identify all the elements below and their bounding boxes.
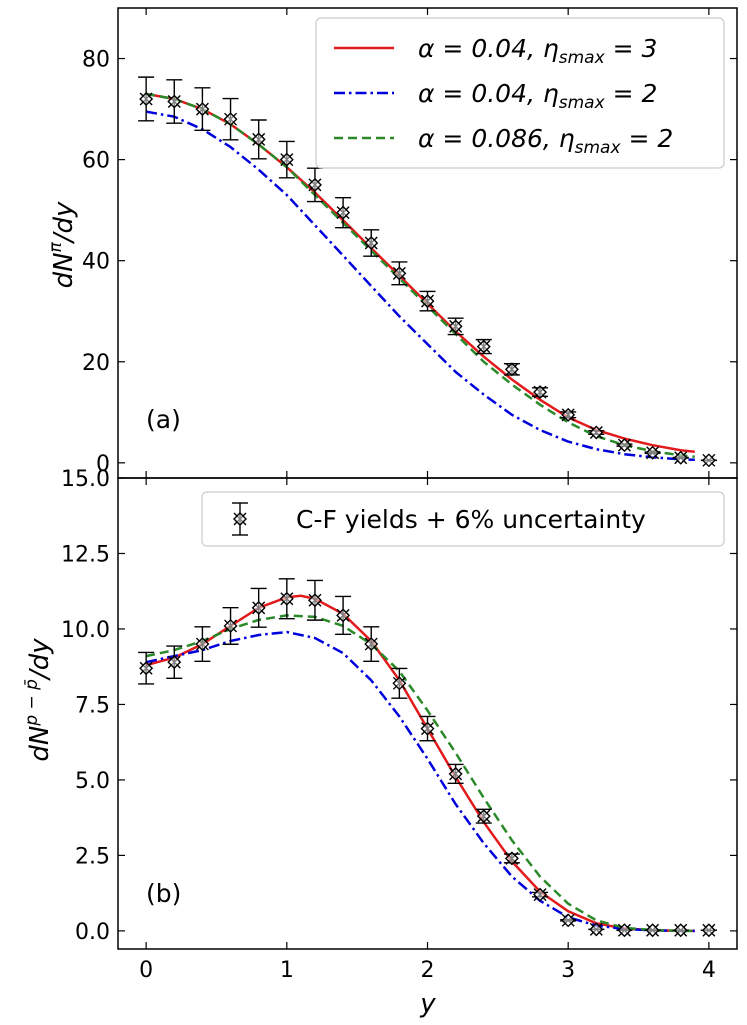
legend-b-point-marker (233, 512, 247, 526)
panel-b-data-point-16 (589, 922, 604, 937)
panel-a-ytick-label-1: 20 (82, 351, 110, 376)
panel-a-data-point-7 (336, 205, 351, 220)
panel-a-data-point-6 (307, 177, 322, 192)
panel-a-ytick-label-2: 40 (82, 250, 110, 275)
x-tick-label-0: 0 (139, 958, 153, 983)
panel-b-data-point-8 (364, 637, 379, 652)
panel-b-label: (b) (146, 879, 181, 908)
x-tick-label-4: 4 (702, 958, 716, 983)
panel-a-data-point-2 (195, 102, 210, 117)
panel-b-ticks: 0.0 2.5 5.0 7.5 10.0 12.5 15.0 0 1 2 3 4 (61, 467, 737, 983)
panel-a-data-point-11 (448, 319, 463, 334)
panel-a-data-point-5 (279, 152, 294, 167)
legend-a-entry-2: α = 0.086, ηsmax = 2 (418, 124, 673, 158)
legend-b-entry: C-F yields + 6% uncertainty (296, 505, 646, 534)
panel-a-data-point-14 (533, 385, 548, 400)
panel-b-data-point-7 (336, 608, 351, 623)
panel-b-ytick-label-3: 7.5 (75, 693, 110, 718)
panel-b-ytick-label-0: 0.0 (75, 920, 110, 945)
panel-a-data-point-8 (364, 236, 379, 250)
panel-a-ytick-label-0: 0 (96, 452, 110, 477)
panel-a-data-point-3 (223, 112, 238, 127)
panel-b-ytick-label-1: 2.5 (75, 844, 110, 869)
legend-a-entry-0: α = 0.04, ηsmax = 3 (418, 34, 657, 68)
panel-b-data-point-14 (533, 887, 548, 902)
panel-b-data-point-6 (307, 593, 322, 608)
panel-a-data-point-16 (589, 425, 604, 440)
panel-b-frame (117, 477, 738, 950)
panel-a-data-point-4 (251, 132, 266, 147)
panel-b-ytick-label-5: 12.5 (61, 542, 110, 567)
panel-a-data-point-13 (504, 362, 519, 377)
panel-b-data-point-0 (139, 661, 154, 676)
panel-a-series-1-line (145, 110, 695, 462)
panel-b-data-point-18 (645, 923, 660, 938)
panel-a-data-point-10 (420, 294, 435, 309)
panel-b-data-point-2 (195, 637, 210, 652)
x-tick-label-3: 3 (561, 958, 575, 983)
panel-a-data-point-0 (139, 91, 154, 106)
panel-a-data-point-19 (673, 450, 688, 465)
panel-b-series-1-line (145, 630, 695, 933)
x-tick-label-1: 1 (280, 958, 294, 983)
panel-b-ytick-label-2: 5.0 (75, 769, 110, 794)
panel-a-ytick-label-4: 80 (82, 48, 110, 73)
panel-b-ytick-label-4: 10.0 (61, 618, 110, 643)
panel-b-ytick-label-6: 15.0 (61, 467, 110, 492)
panel-b-data-point-20 (701, 923, 716, 938)
panel-b-series-2-line (145, 614, 695, 933)
panel-a-series-2-line (145, 92, 695, 459)
x-tick-label-2: 2 (421, 958, 435, 983)
panel-a-data-point-17 (617, 438, 632, 453)
panel-b-data-point-3 (223, 618, 238, 633)
panel-b-data-point-10 (420, 721, 435, 736)
panel-b-data-point-15 (561, 913, 576, 928)
legend-b: C-F yields + 6% uncertainty (201, 491, 725, 547)
panel-a-data-point-9 (392, 266, 407, 281)
panel-b-data-point-1 (167, 655, 182, 670)
panel-b-ylabel: dNp − p̄/dy (22, 638, 55, 762)
panel-a-data-point-1 (167, 94, 182, 109)
panel-a-data-point-12 (476, 339, 491, 354)
panel-b-data-point-13 (504, 851, 519, 866)
panel-a-ticks: 0 20 40 60 80 (82, 8, 737, 478)
panel-a-data-point-20 (701, 453, 716, 468)
panel-b-data-point-11 (448, 766, 463, 781)
panel-b-curves (145, 594, 695, 933)
panel-b-data-point-19 (673, 923, 688, 938)
panel-a-ytick-label-3: 60 (82, 149, 110, 174)
panel-a-data-point-15 (561, 407, 576, 422)
panel-b-data-point-12 (476, 809, 491, 824)
panel-a-data-point-18 (645, 445, 660, 460)
legend-a: α = 0.04, ηsmax = 3 α = 0.04, ηsmax = 2 … (315, 17, 725, 169)
panel-b-data-points (138, 578, 717, 938)
panel-a-ylabel: dNπ/dy (46, 201, 79, 288)
legend-b-box (201, 491, 725, 547)
legend-a-entry-1: α = 0.04, ηsmax = 2 (418, 79, 657, 113)
panel-b-series-0-line (145, 594, 695, 933)
panel-b-data-point-17 (617, 923, 632, 938)
legend-b-marker (232, 502, 248, 536)
panel-a-data-points (138, 76, 717, 468)
x-axis-title: y (419, 989, 436, 1019)
panel-b-data-point-4 (251, 600, 266, 615)
panel-b-data-point-5 (279, 591, 294, 606)
panel-b-data-point-9 (392, 676, 407, 691)
panel-a-label: (a) (146, 405, 181, 434)
legend-a-box (315, 17, 725, 169)
